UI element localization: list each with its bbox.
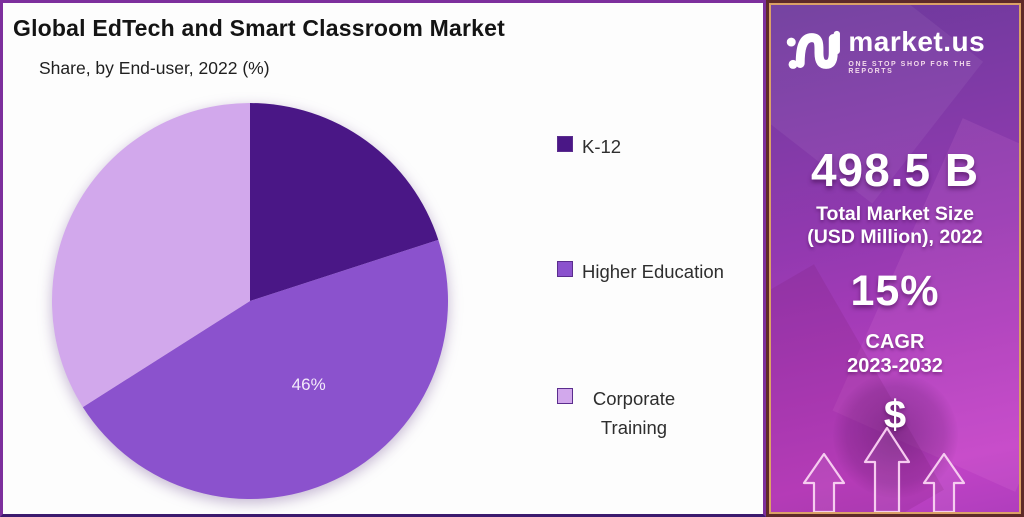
- market-size-label: Total Market Size (USD Million), 2022: [771, 203, 1019, 250]
- cagr-label-line1: CAGR: [865, 331, 925, 353]
- pie-slice-k-12: [250, 103, 439, 301]
- chart-panel: Global EdTech and Smart Classroom Market…: [0, 0, 766, 517]
- chart-title: Global EdTech and Smart Classroom Market: [13, 15, 505, 41]
- growth-arrows-icon: [802, 426, 966, 512]
- pie-slice-higher-education: [82, 239, 448, 499]
- legend-item-higher-education: Higher Education: [557, 258, 724, 287]
- cagr-value: 15%: [850, 267, 940, 315]
- legend-item-corporate-training: Corporate Training: [557, 385, 686, 442]
- legend-label-k12: K-12: [582, 136, 622, 157]
- sidebar-frame: market.us ONE STOP SHOP FOR THE REPORTS …: [769, 3, 1021, 514]
- pie-slice-corporate-training: [52, 103, 250, 408]
- pie-chart: 46%: [52, 103, 448, 499]
- brand-name: market.us: [848, 25, 986, 57]
- dollar-icon: $: [883, 393, 907, 437]
- marketus-logo-icon: [786, 30, 840, 69]
- legend-swatch-corporate-training: [557, 388, 573, 404]
- decorative-circle: [833, 373, 958, 498]
- pie-data-label: 46%: [292, 375, 326, 394]
- brand-tagline: ONE STOP SHOP FOR THE REPORTS: [848, 60, 973, 75]
- cagr-label-line2: 2023-2032: [847, 355, 943, 377]
- chart-subtitle: Share, by End-user, 2022 (%): [39, 58, 270, 78]
- cagr-label: CAGR 2023-2032: [771, 330, 1019, 378]
- brand-logo: market.us ONE STOP SHOP FOR THE REPORTS: [785, 25, 1019, 77]
- legend-swatch-higher-education: [557, 261, 573, 277]
- market-size-value: 498.5 B: [810, 144, 980, 196]
- legend-label-corporate-training: Corporate Training: [592, 388, 676, 438]
- legend-swatch-k12: [557, 136, 573, 152]
- legend-item-k12: K-12: [557, 133, 621, 162]
- market-size-label-line2: (USD Million), 2022: [807, 226, 983, 249]
- chart-legend: K-12 Higher Education Corporate Training: [557, 3, 757, 517]
- market-size-label-line1: Total Market Size: [816, 203, 974, 225]
- legend-label-higher-education: Higher Education: [582, 261, 724, 282]
- brand-sidebar: market.us ONE STOP SHOP FOR THE REPORTS …: [766, 0, 1024, 517]
